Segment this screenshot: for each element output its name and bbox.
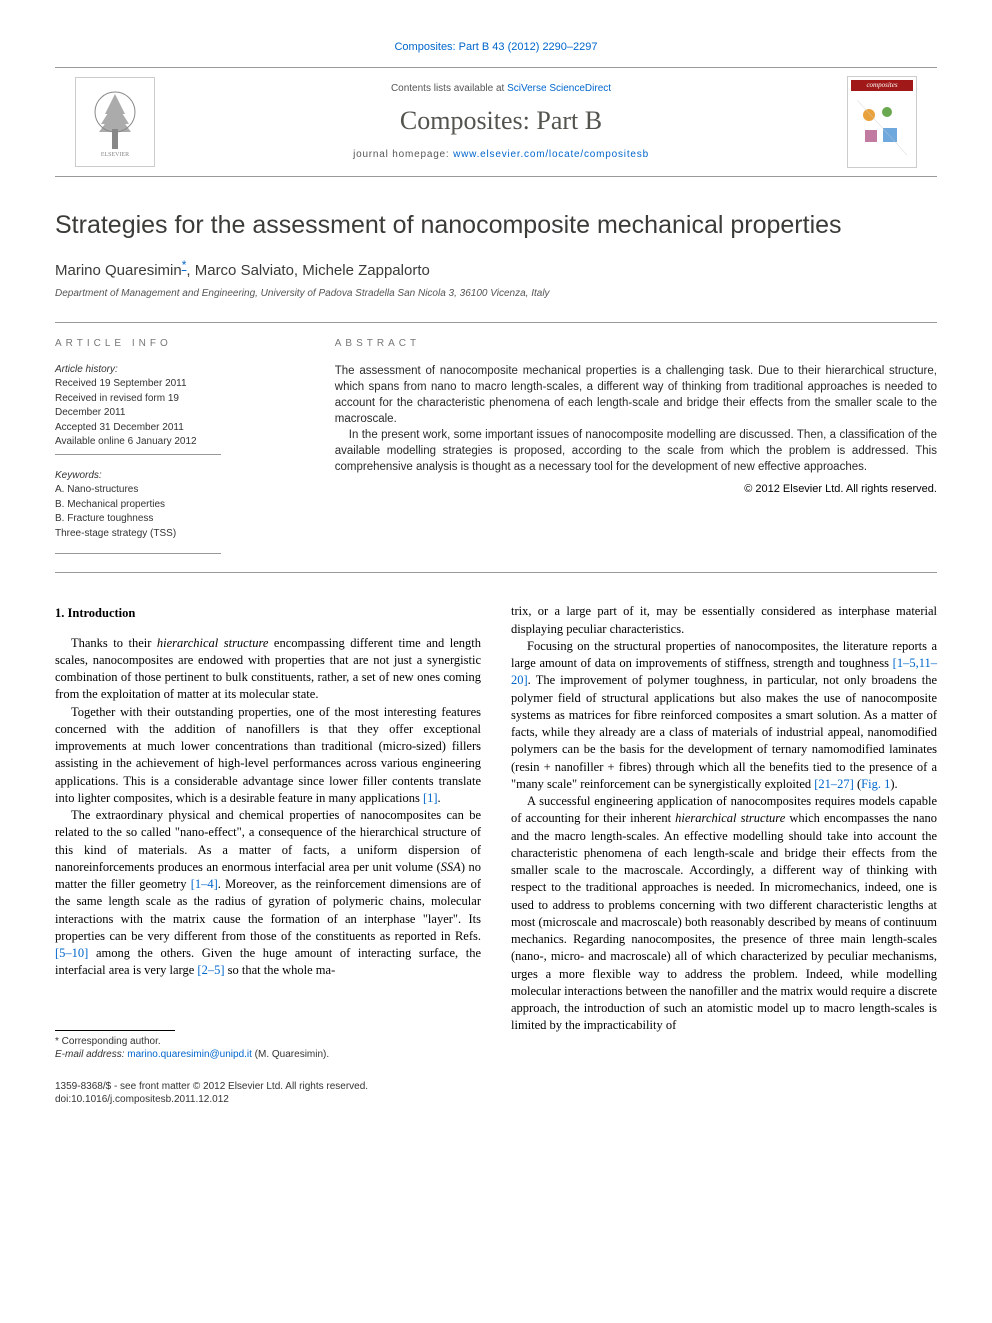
history-line: Accepted 31 December 2011 [55,421,221,436]
email-line: E-mail address: marino.quaresimin@unipd.… [55,1048,481,1062]
history-block: Article history: Received 19 September 2… [55,363,221,455]
ref-1-4[interactable]: [1–4] [191,877,218,891]
email-label: E-mail address: [55,1049,127,1060]
issn-line: 1359-8368/$ - see front matter © 2012 El… [55,1080,937,1094]
abstract-copyright: © 2012 Elsevier Ltd. All rights reserved… [335,482,937,497]
homepage-line: journal homepage: www.elsevier.com/locat… [175,148,827,162]
em-hierarchical2: hierarchical structure [675,811,785,825]
author-names: Marino Quaresimin*, Marco Salviato, Mich… [55,262,430,279]
footnote-rule [55,1030,175,1031]
homepage-link[interactable]: www.elsevier.com/locate/compositesb [453,149,649,160]
article-info-column: ARTICLE INFO Article history: Received 1… [55,323,311,572]
cover-brand-text: composites [851,80,913,91]
cover-graphic [851,91,913,164]
corresponding-author-note: * Corresponding author. [55,1035,481,1049]
doi-line: doi:10.1016/j.compositesb.2011.12.012 [55,1093,937,1107]
journal-reference: Composites: Part B 43 (2012) 2290–2297 [55,40,937,55]
sciencedirect-link[interactable]: SciVerse ScienceDirect [507,83,611,94]
body-p5: Focusing on the structural properties of… [511,638,937,793]
ref-1[interactable]: [1] [423,791,438,805]
journal-name: Composites: Part B [175,103,827,138]
keyword-line: Three-stage strategy (TSS) [55,527,221,542]
homepage-prefix: journal homepage: [353,149,453,160]
ref-2-5[interactable]: [2–5] [197,963,224,977]
affiliation: Department of Management and Engineering… [55,287,937,301]
ref-5-10[interactable]: [5–10] [55,946,88,960]
header-center: Contents lists available at SciVerse Sci… [175,82,827,162]
history-line: Available online 6 January 2012 [55,435,221,450]
journal-header-bar: ELSEVIER Contents lists available at Sci… [55,67,937,177]
keywords-heading: Keywords: [55,469,221,483]
history-heading: Article history: [55,363,221,377]
body-p3: The extraordinary physical and chemical … [55,807,481,980]
body-p4: trix, or a large part of it, may be esse… [511,603,937,638]
email-suffix: (M. Quaresimin). [252,1049,329,1060]
ref-21-27[interactable]: [21–27] [814,777,854,791]
abstract-column: ABSTRACT The assessment of nanocomposite… [311,323,937,572]
abstract-p1: The assessment of nanocomposite mechanic… [335,363,937,427]
elsevier-logo: ELSEVIER [75,77,155,167]
keyword-line: B. Fracture toughness [55,512,221,527]
keyword-line: A. Nano-structures [55,483,221,498]
author-email-link[interactable]: marino.quaresimin@unipd.it [127,1049,252,1060]
section-1-heading: 1. Introduction [55,605,481,622]
keywords-block: Keywords: A. Nano-structures B. Mechanic… [55,469,221,555]
body-p1: Thanks to their hierarchical structure e… [55,635,481,704]
keyword-line: B. Mechanical properties [55,498,221,513]
svg-text:ELSEVIER: ELSEVIER [101,152,129,158]
history-line: Received 19 September 2011 [55,377,221,392]
info-abstract-row: ARTICLE INFO Article history: Received 1… [55,322,937,573]
em-hierarchical: hierarchical structure [157,636,269,650]
journal-cover-thumbnail: composites [847,76,917,168]
article-info-heading: ARTICLE INFO [55,337,293,351]
article-title: Strategies for the assessment of nanocom… [55,209,937,243]
contents-prefix: Contents lists available at [391,83,507,94]
abstract-p2: In the present work, some important issu… [335,427,937,475]
history-line: Received in revised form 19 December 201… [55,392,221,421]
body-p2: Together with their outstanding properti… [55,704,481,808]
footnote-block: * Corresponding author. E-mail address: … [55,1030,481,1062]
page-footer-meta: 1359-8368/$ - see front matter © 2012 El… [55,1080,937,1107]
em-ssa: SSA [441,860,461,874]
elsevier-tree-icon: ELSEVIER [85,84,145,159]
abstract-heading: ABSTRACT [335,337,937,351]
journal-ref-link[interactable]: Composites: Part B 43 (2012) 2290–2297 [394,41,597,53]
body-columns: 1. Introduction Thanks to their hierarch… [55,603,937,1061]
abstract-text: The assessment of nanocomposite mechanic… [335,363,937,476]
corresponding-author-mark[interactable]: * [182,258,187,272]
ref-fig1[interactable]: Fig. 1 [861,777,890,791]
body-p6: A successful engineering application of … [511,793,937,1035]
contents-lists-line: Contents lists available at SciVerse Sci… [175,82,827,96]
author-list: Marino Quaresimin*, Marco Salviato, Mich… [55,257,937,281]
